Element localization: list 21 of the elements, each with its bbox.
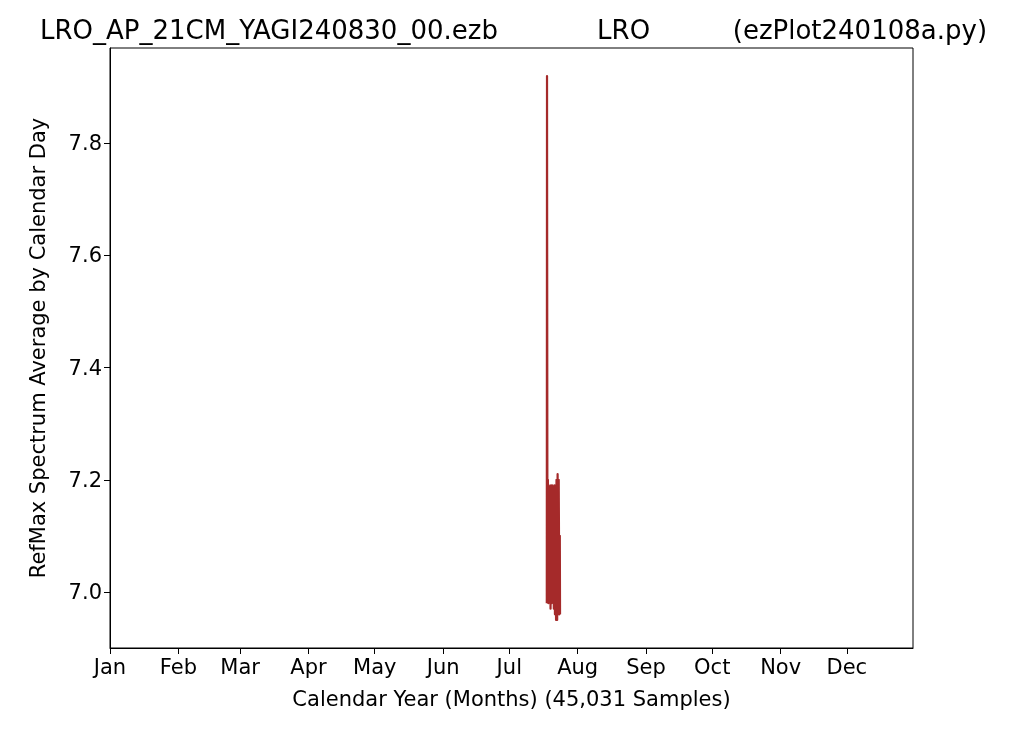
x-axis-title: Calendar Year (Months) (45,031 Samples) — [292, 686, 731, 711]
x-tick-label: Nov — [760, 654, 802, 679]
y-tick-label: 7.6 — [68, 243, 102, 268]
y-tick-label: 7.8 — [68, 131, 102, 156]
x-tick-label: Jul — [494, 654, 522, 679]
x-tick-label: Oct — [694, 654, 731, 679]
y-tick-label: 7.2 — [68, 467, 102, 492]
x-tick-label: Aug — [557, 654, 599, 679]
x-tick-label: Dec — [826, 654, 868, 679]
chart-title: LRO_AP_21CM_YAGI240830_00.ezb LRO (ezPlot240108a.py) — [40, 15, 988, 45]
y-tick-label: 7.4 — [68, 355, 102, 380]
y-tick-label: 7.0 — [68, 579, 102, 604]
x-tick-label: Sep — [626, 654, 666, 679]
x-tick-label: Jan — [91, 654, 127, 679]
x-tick-label: Jun — [424, 654, 460, 679]
line-series — [545, 74, 562, 622]
x-tick-label: Feb — [159, 654, 197, 679]
x-tick-label: Mar — [220, 654, 261, 679]
x-tick-label: May — [353, 654, 397, 679]
x-tick-label: Apr — [290, 654, 328, 679]
y-axis-title: RefMax Spectrum Average by Calendar Day — [25, 117, 50, 579]
